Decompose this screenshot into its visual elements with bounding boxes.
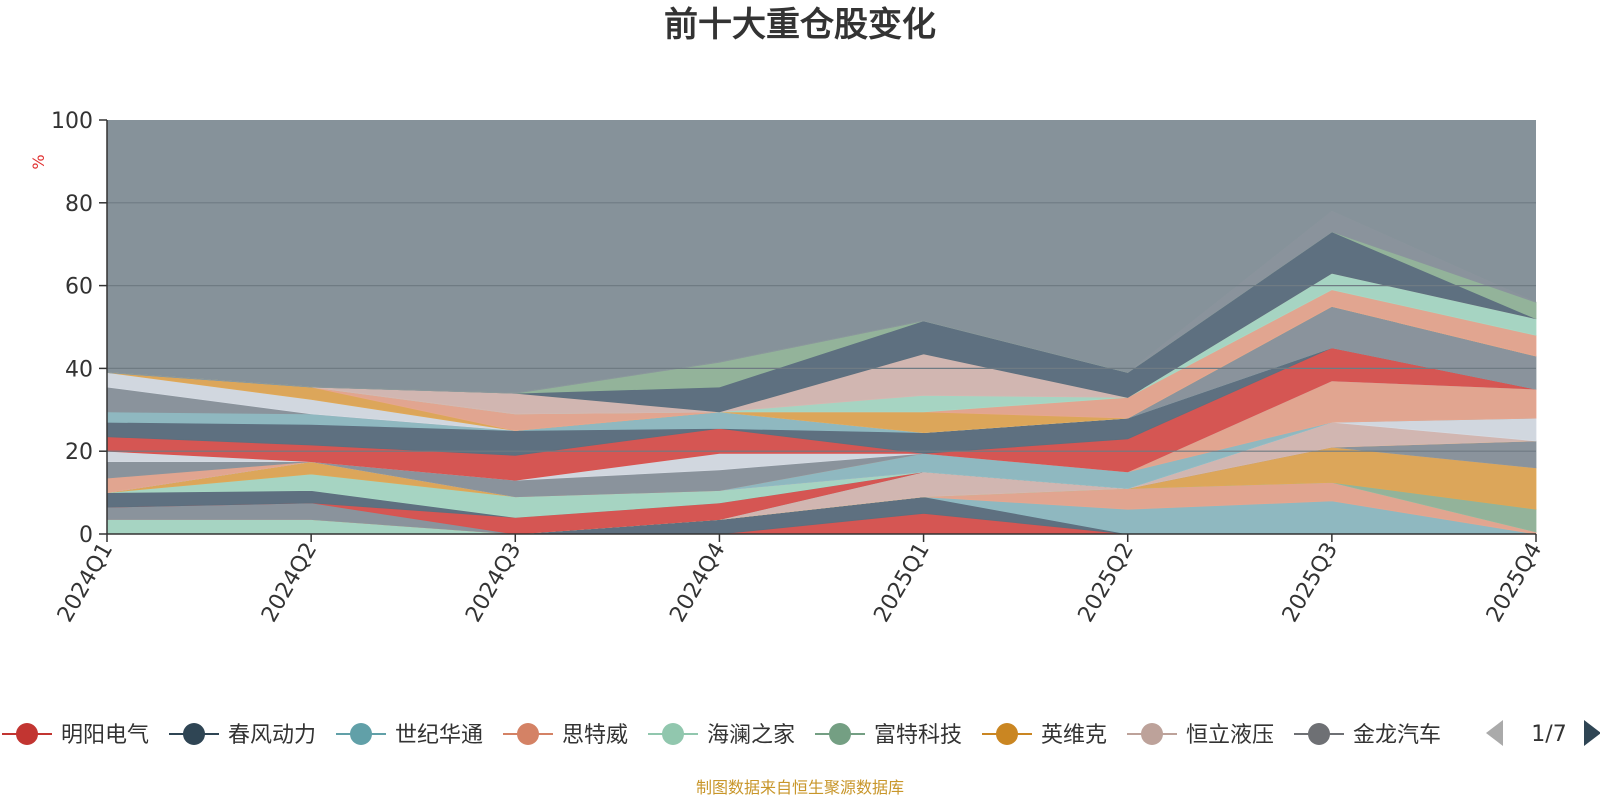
legend-label: 海澜之家 [707,723,795,748]
legend-prev-page-icon[interactable] [1486,720,1503,746]
legend-item-7[interactable]: 英维克 [982,723,1107,748]
legend-label: 思特威 [562,723,628,748]
legend-item-5[interactable]: 海澜之家 [648,723,795,748]
legend-item-3[interactable]: 世纪华通 [336,723,483,748]
source-note: 制图数据来自恒生聚源数据库 [696,778,904,797]
x-tick-label-2024Q3: 2024Q3 [461,539,526,627]
legend-item-4[interactable]: 思特威 [503,723,628,748]
x-tick-label-2025Q2: 2025Q2 [1074,539,1139,627]
y-tick-label-20: 20 [65,440,93,465]
y-tick-label-60: 60 [65,275,93,300]
legend-label: 春风动力 [228,723,316,748]
x-tick-label-2024Q1: 2024Q1 [53,539,118,627]
x-tick-label-2025Q1: 2025Q1 [869,539,934,627]
legend: 明阳电气 春风动力 世纪华通 思特威 海澜之家 富特科技 英维克 恒立液压 金龙汽车 [2,723,1441,748]
legend-item-2[interactable]: 春风动力 [169,723,316,748]
legend-circle-icon [996,723,1018,745]
legend-label: 恒立液压 [1186,723,1274,748]
legend-circle-icon [350,723,372,745]
y-tick-label-0: 0 [79,523,93,548]
y-tick-label-80: 80 [65,192,93,217]
legend-circle-icon [183,723,205,745]
legend-pager: 1/7 [1486,720,1600,747]
legend-item-8[interactable]: 恒立液压 [1127,723,1274,748]
legend-circle-icon [16,723,38,745]
legend-label: 世纪华通 [395,723,483,748]
legend-item-6[interactable]: 富特科技 [815,723,962,748]
y-axis-ticks: 0 20 40 60 80 100 [51,109,107,548]
legend-next-page-icon[interactable] [1584,720,1600,746]
plot-area [106,120,1537,535]
legend-circle-icon [662,723,684,745]
x-tick-label-2025Q4: 2025Q4 [1482,539,1547,627]
chart-title: 前十大重仓股变化 [664,5,936,45]
legend-item-9[interactable]: 金龙汽车 [1294,723,1441,748]
legend-label: 金龙汽车 [1353,723,1441,748]
x-tick-label-2024Q2: 2024Q2 [257,539,322,627]
legend-circle-icon [1308,723,1330,745]
x-tick-label-2025Q3: 2025Q3 [1278,539,1343,627]
y-tick-label-40: 40 [65,357,93,382]
x-tick-label-2024Q4: 2024Q4 [665,539,730,627]
legend-circle-icon [829,723,851,745]
grid-lines [107,202,1536,452]
area-band-31 [106,210,1537,394]
x-axis-ticks: 2024Q1 2024Q2 2024Q3 2024Q4 2025Q1 2025Q2 2025… [53,534,1547,627]
legend-item-1[interactable]: 明阳电气 [2,723,149,748]
legend-label: 英维克 [1041,723,1107,748]
legend-page-indicator: 1/7 [1531,722,1566,747]
stacked-areas [106,210,1537,535]
legend-circle-icon [517,723,539,745]
legend-label: 明阳电气 [61,723,149,748]
y-axis-unit: % [29,154,48,169]
y-tick-label-100: 100 [51,109,93,134]
legend-label: 富特科技 [874,723,962,748]
legend-circle-icon [1141,723,1163,745]
